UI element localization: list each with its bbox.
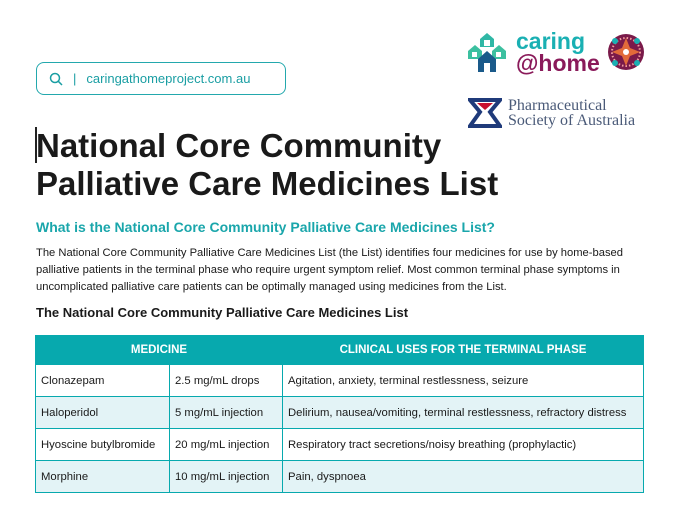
form-cell: 20 mg/mL injection	[169, 428, 283, 461]
caring-text: caring	[516, 28, 586, 54]
table-header-row: MEDICINE CLINICAL USES FOR THE TERMINAL …	[35, 335, 644, 365]
intro-paragraph: The National Core Community Palliative C…	[36, 247, 623, 293]
caring-at-home-logo: caring @home	[466, 28, 646, 76]
psa-emblem-icon	[468, 98, 502, 128]
title-line-2: Palliative Care Medicines List	[36, 165, 499, 202]
website-search-box[interactable]: | caringathomeproject.com.au	[36, 62, 286, 95]
separator: |	[73, 71, 77, 86]
form-cell: 2.5 mg/mL drops	[169, 364, 283, 397]
psa-line2: Society of Australia	[508, 112, 636, 129]
psa-line1: Pharmaceutical	[508, 97, 607, 114]
uses-cell: Agitation, anxiety, terminal restlessnes…	[282, 364, 644, 397]
header-medicine: MEDICINE	[35, 335, 283, 365]
website-url: caringathomeproject.com.au	[86, 71, 251, 86]
medicine-cell: Morphine	[35, 460, 170, 493]
uses-cell: Delirium, nausea/vomiting, terminal rest…	[282, 396, 644, 429]
title-line-1: National Core Community	[36, 127, 442, 164]
form-cell: 10 mg/mL injection	[169, 460, 283, 493]
text-cursor	[35, 127, 37, 163]
section-heading: What is the National Core Community Pall…	[36, 219, 495, 235]
table-row: Haloperidol 5 mg/mL injection Delirium, …	[35, 396, 644, 429]
indigenous-art-icon	[607, 34, 644, 70]
uses-cell: Pain, dyspnoea	[282, 460, 644, 493]
home-text: @home	[516, 50, 600, 76]
table-row: Hyoscine butylbromide 20 mg/mL injection…	[35, 428, 644, 461]
header-clinical-uses: CLINICAL USES FOR THE TERMINAL PHASE	[282, 335, 644, 365]
medicine-cell: Hyoscine butylbromide	[35, 428, 170, 461]
page-title: National Core Community Palliative Care …	[36, 127, 498, 203]
table-title: The National Core Community Palliative C…	[36, 305, 409, 320]
medicine-cell: Haloperidol	[35, 396, 170, 429]
houses-icon	[468, 33, 506, 72]
search-icon	[49, 72, 63, 86]
uses-cell: Respiratory tract secretions/noisy breat…	[282, 428, 644, 461]
form-cell: 5 mg/mL injection	[169, 396, 283, 429]
medicine-cell: Clonazepam	[35, 364, 170, 397]
medicines-table: MEDICINE CLINICAL USES FOR THE TERMINAL …	[35, 335, 644, 493]
table-row: Morphine 10 mg/mL injection Pain, dyspno…	[35, 460, 644, 493]
psa-logo: Pharmaceutical Society of Australia	[468, 97, 636, 129]
table-row: Clonazepam 2.5 mg/mL drops Agitation, an…	[35, 364, 644, 397]
